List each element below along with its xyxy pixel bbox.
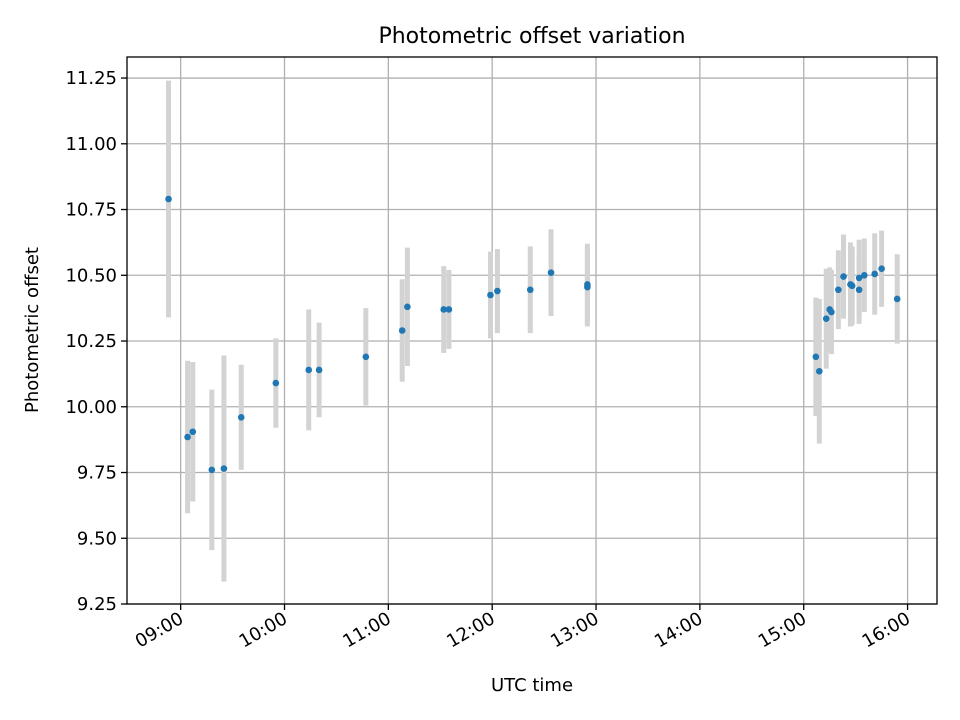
data-points (165, 195, 901, 474)
data-point (305, 366, 313, 374)
y-tick-label: 10.75 (65, 200, 117, 221)
y-axis-label: Photometric offset (22, 247, 43, 413)
data-point (822, 315, 830, 322)
data-point (315, 366, 323, 374)
data-point (526, 286, 534, 294)
data-point (237, 413, 245, 421)
data-point (184, 433, 191, 441)
y-tick-label: 9.75 (77, 463, 117, 484)
x-tick-label: 11:00 (339, 608, 394, 652)
data-point (208, 466, 216, 474)
data-point (584, 283, 591, 291)
x-tick-label: 10:00 (236, 608, 291, 652)
data-point (855, 274, 863, 282)
data-point (404, 303, 411, 311)
chart-title: Photometric offset variation (378, 24, 685, 49)
data-point (494, 287, 501, 295)
data-point (848, 282, 856, 290)
data-point (398, 327, 406, 334)
data-point (840, 273, 847, 280)
y-tick-label: 10.50 (65, 265, 117, 286)
plot-frame (126, 56, 938, 605)
y-tick-label: 9.25 (77, 594, 117, 615)
y-tick-label: 10.00 (65, 397, 117, 418)
data-point (440, 306, 448, 313)
x-tick-label: 12:00 (443, 608, 498, 652)
data-point (189, 428, 197, 436)
y-tick-label: 10.25 (65, 331, 117, 352)
data-point (362, 353, 370, 361)
x-tick-label: 15:00 (755, 608, 810, 652)
data-point (861, 271, 868, 279)
data-point (272, 379, 280, 387)
data-point (445, 306, 453, 313)
data-point (835, 286, 842, 294)
x-tick-label: 13:00 (547, 608, 602, 652)
data-point (893, 295, 901, 303)
x-tick-label: 16:00 (859, 608, 914, 652)
x-axis-label: UTC time (491, 675, 573, 696)
y-tick-label: 11.00 (65, 134, 117, 155)
data-point (871, 270, 878, 278)
error-bars (166, 80, 900, 582)
data-point (855, 286, 863, 294)
y-tick-label: 11.25 (65, 68, 117, 89)
x-axis-ticks: 09:00 10:00 11:00 12:00 13:00 14:00 15:00 16:00 (132, 604, 914, 652)
y-tick-label: 9.50 (77, 528, 117, 549)
data-point (816, 367, 823, 375)
y-axis-ticks: 9.25 9.50 9.75 10.00 10.25 10.50 10.75 11.00 11.… (65, 68, 127, 615)
data-point (487, 291, 494, 299)
data-point (828, 308, 835, 316)
data-point (165, 195, 172, 203)
data-point (878, 265, 885, 272)
data-point (812, 353, 820, 361)
data-point (547, 269, 555, 276)
x-tick-label: 14:00 (651, 608, 706, 652)
data-point (220, 465, 228, 472)
x-tick-label: 09:00 (132, 608, 187, 652)
